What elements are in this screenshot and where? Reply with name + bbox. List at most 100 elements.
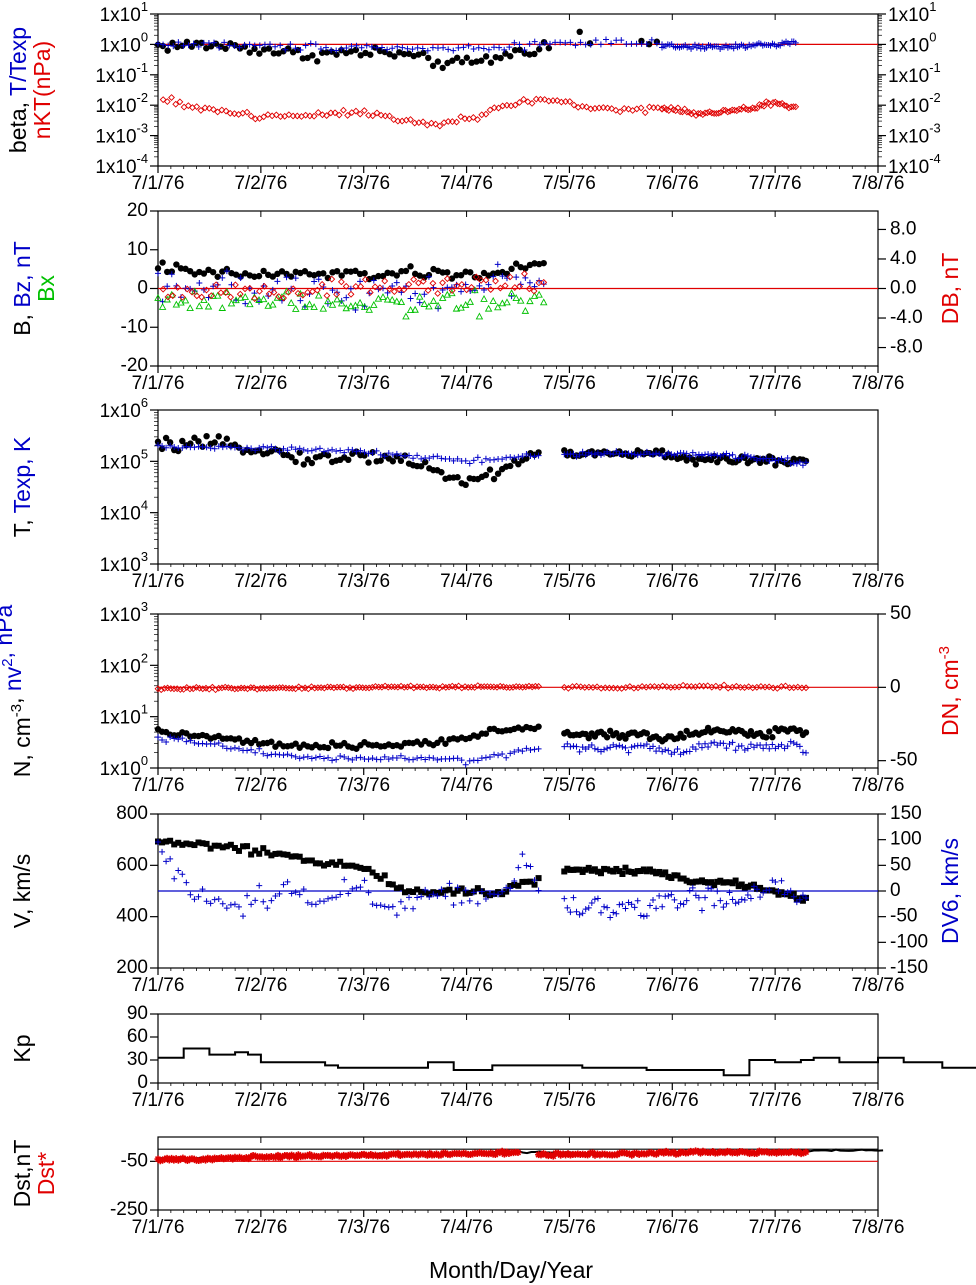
series-plus-1-point	[561, 895, 568, 902]
series-diamond-3-point	[362, 275, 369, 283]
series-plus-1-point	[277, 42, 284, 49]
series-triangle-2-point	[434, 301, 442, 309]
series-plus-1-point	[280, 881, 287, 888]
series-plus-1-point	[567, 909, 574, 916]
series-diamond-3-point	[472, 273, 480, 281]
series-dot-0-point	[467, 269, 474, 276]
series-plus-1-point	[419, 45, 426, 52]
series-plus-1-point	[316, 445, 323, 452]
series-plus-1-point	[623, 41, 630, 48]
series-diamond-3-point	[390, 288, 398, 296]
series-plus-1-point	[251, 42, 258, 49]
series-dot-0-point	[342, 49, 350, 57]
series-dot-0-point	[511, 46, 519, 54]
series-plus-1-point	[692, 892, 699, 899]
series-plus-1-point	[211, 39, 217, 46]
series-plus-1-point	[495, 891, 502, 898]
x-tick-label: 7/1/76	[132, 775, 185, 796]
series-plus-1-point	[588, 899, 595, 906]
series-plus-1-point	[235, 903, 242, 910]
series-star-1-point	[292, 1154, 300, 1162]
series-plus-1-point	[720, 904, 727, 911]
series-plus-1-point	[683, 450, 690, 457]
series-plus-1-point	[357, 754, 364, 761]
series-diamond-2-point	[314, 109, 322, 116]
series-plus-1-point	[540, 281, 547, 288]
series-square-0-point	[668, 875, 675, 882]
series-dot-0-point	[766, 728, 773, 735]
y-tick-label-right: 50	[890, 854, 911, 875]
y-tick-label: 1x101	[100, 0, 148, 26]
y-tick-label-right: 1x101	[888, 0, 936, 26]
series-triangle-2-point	[324, 297, 332, 304]
series-star-1-point	[485, 1150, 493, 1158]
series-triangle-2-point	[507, 289, 516, 297]
series-square-0-point	[320, 862, 327, 869]
series-square-0-point	[268, 852, 275, 859]
series-plus-1-point	[155, 40, 161, 47]
series-plus-1-point	[370, 277, 377, 284]
series-triangle-2-point	[328, 300, 337, 308]
series-diamond-2-point	[272, 684, 280, 692]
series-diamond-2-point	[436, 122, 444, 130]
series-plus-1-point	[187, 891, 194, 898]
series-plus-1-point	[747, 741, 754, 748]
series-square-0-point	[564, 865, 571, 872]
series-triangle-2-point	[370, 300, 378, 308]
series-dot-0-point	[256, 50, 263, 57]
series-square-0-point	[385, 881, 392, 888]
series-dot-0-point	[468, 59, 475, 66]
series-plus-1-point	[496, 44, 503, 51]
series-square-0-point	[482, 891, 489, 898]
series-square-0-point	[373, 872, 380, 879]
series-plus-1-point	[430, 755, 437, 762]
series-diamond-3-point	[439, 279, 446, 287]
series-dot-0-point	[482, 471, 490, 479]
series-square-0-point	[519, 878, 526, 885]
series-plus-1-point	[784, 889, 791, 896]
series-square-0-point	[531, 881, 538, 888]
series-diamond-2-point	[464, 683, 472, 691]
series-plus-1-point	[604, 904, 611, 911]
series-triangle-2-point	[255, 296, 263, 303]
series-plus-1-point	[705, 744, 712, 751]
series-diamond-3-point	[463, 286, 471, 294]
series-diamond-2-point	[578, 102, 586, 110]
series-diamond-2-point	[263, 685, 271, 693]
series-square-0-point	[747, 882, 754, 889]
series-diamond-3-point	[178, 293, 186, 301]
series-plus-1-point	[450, 47, 457, 54]
series-diamond-2-point	[172, 100, 180, 108]
series-dot-0-point	[457, 272, 465, 279]
right-axis-label: DB, nT	[937, 253, 963, 325]
data-marks	[154, 28, 800, 130]
series-plus-1-point	[653, 40, 660, 47]
series-square-0-point	[240, 843, 247, 850]
series-plus-1-point	[680, 749, 687, 756]
series-plus-1-point	[503, 275, 510, 282]
series-diamond-2-point	[218, 684, 226, 692]
series-square-0-point	[175, 839, 182, 846]
series-diamond-2-point	[323, 112, 331, 120]
series-diamond-2-point	[343, 685, 351, 693]
series-square-0-point	[772, 888, 779, 895]
series-plus-1-point	[300, 886, 307, 893]
series-diamond-3-point	[323, 292, 331, 300]
y-tick-label-right: 0.0	[890, 278, 916, 299]
series-plus-1-point	[357, 447, 364, 454]
series-square-0-point	[790, 890, 797, 897]
series-plus-1-point	[393, 912, 400, 919]
series-diamond-2-point	[319, 111, 326, 119]
series-square-0-point	[377, 875, 384, 882]
series-diamond-2-point	[477, 683, 485, 691]
series-star-1-point	[236, 1153, 244, 1161]
series-square-0-point	[613, 865, 620, 872]
series-triangle-2-point	[264, 301, 272, 309]
x-tick-label: 7/7/76	[749, 1217, 802, 1238]
series-plus-1-point	[619, 901, 626, 908]
series-star-1-point	[542, 1151, 550, 1159]
series-dot-0-point	[535, 449, 542, 456]
series-diamond-2-point	[535, 682, 543, 690]
series-diamond-2-point	[451, 683, 459, 691]
series-plus-1-point	[585, 743, 592, 750]
